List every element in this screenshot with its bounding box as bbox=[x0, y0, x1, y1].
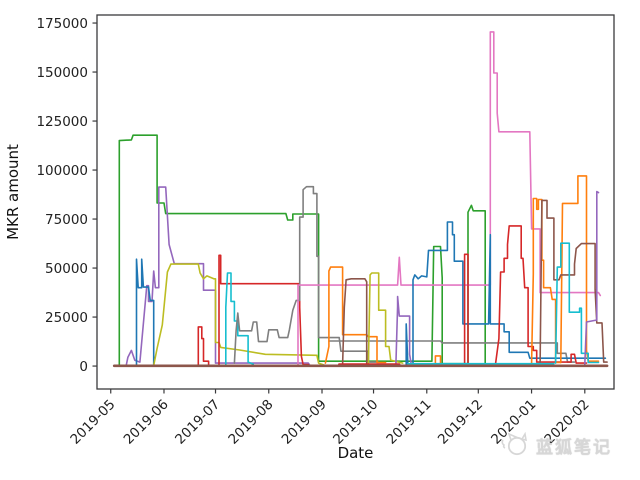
x-tick-label: 2019-12 bbox=[435, 397, 486, 448]
y-tick-label: 25000 bbox=[45, 310, 88, 326]
series-pink-1 bbox=[297, 31, 602, 367]
y-tick-label: 150000 bbox=[36, 65, 88, 81]
y-tick-label: 75000 bbox=[45, 212, 88, 228]
x-axis-label: Date bbox=[338, 444, 374, 462]
x-tick-label: 2019-09 bbox=[279, 397, 330, 448]
x-tick-label: 2019-07 bbox=[172, 397, 223, 448]
x-tick-label: 2019-11 bbox=[383, 397, 434, 448]
y-tick-label: 50000 bbox=[45, 261, 88, 277]
series-brown-1 bbox=[341, 277, 383, 366]
y-axis-label: MKR amount bbox=[4, 144, 22, 240]
x-tick-label: 2019-06 bbox=[121, 397, 172, 448]
series-cyan-2 bbox=[554, 242, 600, 364]
series-cyan-1 bbox=[225, 272, 255, 366]
series-red-1 bbox=[197, 326, 210, 367]
series-olive-1 bbox=[152, 263, 327, 367]
fox-logo-icon bbox=[501, 432, 527, 456]
watermark-text: 蓝狐笔记 bbox=[536, 437, 612, 458]
series-brown-2 bbox=[539, 199, 608, 365]
watermark: 蓝狐笔记 bbox=[500, 432, 612, 458]
x-tick-label: 2019-10 bbox=[330, 397, 381, 448]
y-tick-label: 175000 bbox=[36, 16, 88, 32]
series-red-4 bbox=[494, 225, 588, 365]
y-tick-label: 125000 bbox=[36, 114, 88, 130]
y-tick-label: 100000 bbox=[36, 163, 88, 179]
y-tick-label: 0 bbox=[79, 359, 88, 375]
series-orange-2 bbox=[434, 355, 442, 367]
x-tick-label: 2019-05 bbox=[67, 397, 118, 448]
series-olive-2 bbox=[367, 272, 404, 366]
series-orange-1 bbox=[324, 266, 387, 364]
series-blue-2 bbox=[405, 221, 607, 367]
series-red-3 bbox=[463, 253, 469, 367]
series-gray-2 bbox=[328, 340, 576, 363]
series-blue-1 bbox=[135, 258, 155, 367]
x-tick-label: 2019-08 bbox=[225, 397, 276, 448]
series-purple-1 bbox=[125, 186, 311, 367]
series-purple-3 bbox=[583, 190, 600, 366]
series-purple-2 bbox=[395, 295, 413, 366]
